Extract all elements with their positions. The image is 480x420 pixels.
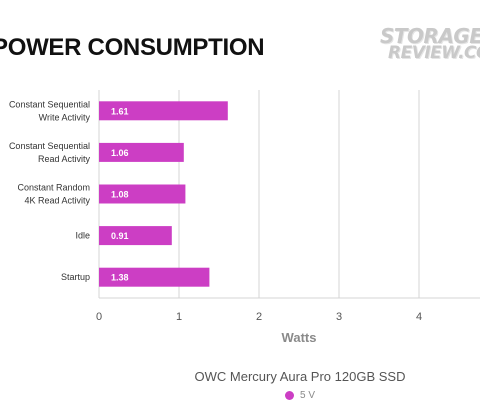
bar xyxy=(99,142,184,162)
bar xyxy=(99,101,228,121)
x-tick-label: 0 xyxy=(96,311,102,323)
category-label: Constant Sequential Write Activity xyxy=(9,99,91,122)
x-tick-label: 3 xyxy=(336,311,342,323)
legend-swatch xyxy=(285,391,294,400)
bar xyxy=(99,267,210,287)
bar-value-label: 1.06 xyxy=(111,148,129,158)
category-label-line: Write Activity xyxy=(39,112,91,122)
x-axis-title: Watts xyxy=(282,330,317,345)
category-label-line: Startup xyxy=(61,272,90,282)
chart-title: POWER CONSUMPTION xyxy=(0,34,265,61)
logo-line-2: REVIEW.COM xyxy=(388,43,480,63)
bar-value-label: 1.08 xyxy=(111,190,129,200)
x-tick-label: 2 xyxy=(256,311,262,323)
legend-label: 5 V xyxy=(300,390,316,401)
bar-value-label: 1.38 xyxy=(111,273,129,283)
bar-value-label: 0.91 xyxy=(111,231,129,241)
bar xyxy=(99,184,186,204)
bar xyxy=(99,226,172,246)
logo-line-1: STORAGE xyxy=(380,24,480,48)
category-label: Constant Random 4K Read Activity xyxy=(17,183,90,206)
bar-value-label: 1.61 xyxy=(111,106,129,116)
category-label-line: Idle xyxy=(75,231,90,241)
category-label-line: Constant Sequential xyxy=(9,141,90,151)
legend-title: OWC Mercury Aura Pro 120GB SSD xyxy=(194,369,406,384)
legend-item-5v[interactable]: 5 V xyxy=(285,390,315,401)
category-label-line: 4K Read Activity xyxy=(24,196,90,206)
category-label: Idle xyxy=(75,231,90,241)
category-label-line: Constant Random xyxy=(17,183,90,193)
category-label: Constant Sequential Read Activity xyxy=(9,141,91,164)
x-tick-label: 4 xyxy=(416,311,422,323)
x-tick-label: 1 xyxy=(176,311,182,323)
category-label-line: Read Activity xyxy=(38,154,91,164)
storagereview-logo: STORAGE REVIEW.COM xyxy=(378,24,480,64)
category-label-line: Constant Sequential xyxy=(9,99,90,109)
category-label: Startup xyxy=(61,272,90,282)
